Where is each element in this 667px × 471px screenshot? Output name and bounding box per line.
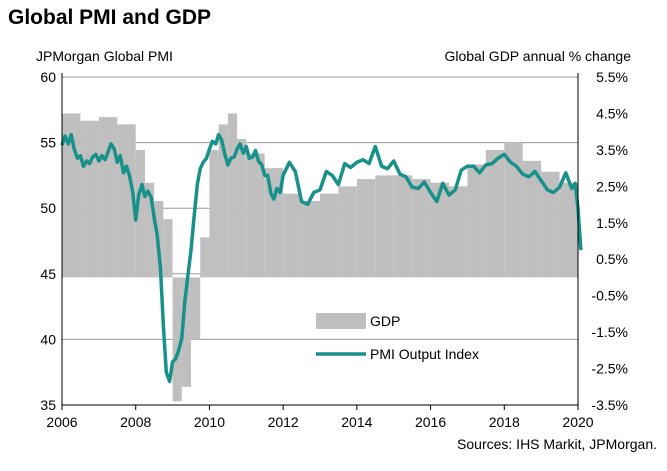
legend-pmi-label: PMI Output Index — [370, 346, 479, 362]
gdp-bar — [218, 124, 228, 278]
x-tick-label: 2014 — [341, 414, 372, 430]
left-tick-label: 50 — [40, 200, 56, 216]
right-tick-label: -0.5% — [591, 288, 628, 304]
legend-gdp-label: GDP — [370, 313, 400, 329]
right-tick-label: 0.5% — [596, 251, 628, 267]
right-tick-label: 3.5% — [596, 142, 628, 158]
x-tick-label: 2006 — [46, 414, 77, 430]
right-tick-label: 2.5% — [596, 178, 628, 194]
left-tick-label: 55 — [40, 135, 56, 151]
left-tick-label: 45 — [40, 266, 56, 282]
gdp-bar — [504, 142, 523, 278]
right-tick-label: 5.5% — [596, 69, 628, 85]
gdp-bar — [467, 164, 486, 278]
gdp-bar — [163, 219, 173, 278]
legend: GDP PMI Output Index — [316, 313, 479, 362]
gdp-bar — [200, 237, 210, 278]
gdp-bar — [135, 149, 145, 278]
source-note: Sources: IHS Markit, JPMorgan. — [457, 436, 657, 452]
gdp-bar — [237, 138, 247, 278]
gdp-bar — [541, 171, 560, 278]
chart-title: Global PMI and GDP — [8, 6, 212, 29]
right-tick-label: 4.5% — [596, 105, 628, 121]
gdp-bar — [246, 153, 265, 278]
gdp-bar — [393, 175, 413, 278]
gdp-bar — [98, 117, 118, 278]
gdp-bar — [559, 182, 578, 278]
x-tick-label: 2012 — [268, 414, 299, 430]
gdp-bar — [430, 182, 449, 278]
gdp-bar — [522, 160, 542, 278]
left-axis-label: JPMorgan Global PMI — [36, 48, 173, 64]
gdp-bar — [181, 277, 191, 387]
left-tick-label: 40 — [40, 331, 56, 347]
gdp-bar — [209, 149, 219, 278]
right-tick-label: -1.5% — [591, 324, 628, 340]
gdp-bar — [172, 277, 182, 402]
left-tick-label: 35 — [40, 397, 56, 413]
gdp-bar — [375, 175, 394, 278]
x-tick-label: 2018 — [489, 414, 520, 430]
right-axis-label: Global GDP annual % change — [444, 48, 631, 64]
x-tick-label: 2010 — [194, 414, 225, 430]
gdp-bar — [191, 277, 201, 340]
gdp-bar — [338, 186, 357, 278]
left-tick-label: 60 — [40, 69, 56, 85]
right-tick-label: -3.5% — [591, 397, 628, 413]
axes: 35 40 45 50 55 60 -3.5% -2.5% -1.5% -0.5% 0.5% 1.5%… — [40, 69, 628, 430]
gdp-bar — [283, 193, 302, 278]
gdp-bar — [320, 193, 339, 278]
gdp-bar — [449, 186, 468, 278]
right-tick-label: -2.5% — [591, 361, 628, 377]
gdp-bar — [485, 149, 505, 278]
gdp-bar — [264, 168, 284, 278]
pmi-line — [60, 132, 583, 384]
gdp-bar — [301, 200, 320, 278]
x-tick-label: 2020 — [562, 414, 593, 430]
gdp-bar — [144, 182, 155, 278]
x-tick-label: 2008 — [120, 414, 151, 430]
gdp-bar — [227, 113, 238, 278]
gdp-bar — [80, 120, 99, 278]
pmi-line-group — [60, 132, 583, 384]
gdp-bar — [412, 179, 431, 278]
x-tick-label: 2016 — [415, 414, 446, 430]
right-tick-label: 1.5% — [596, 215, 628, 231]
gdp-bar — [356, 179, 376, 278]
legend-gdp-swatch — [316, 313, 366, 329]
